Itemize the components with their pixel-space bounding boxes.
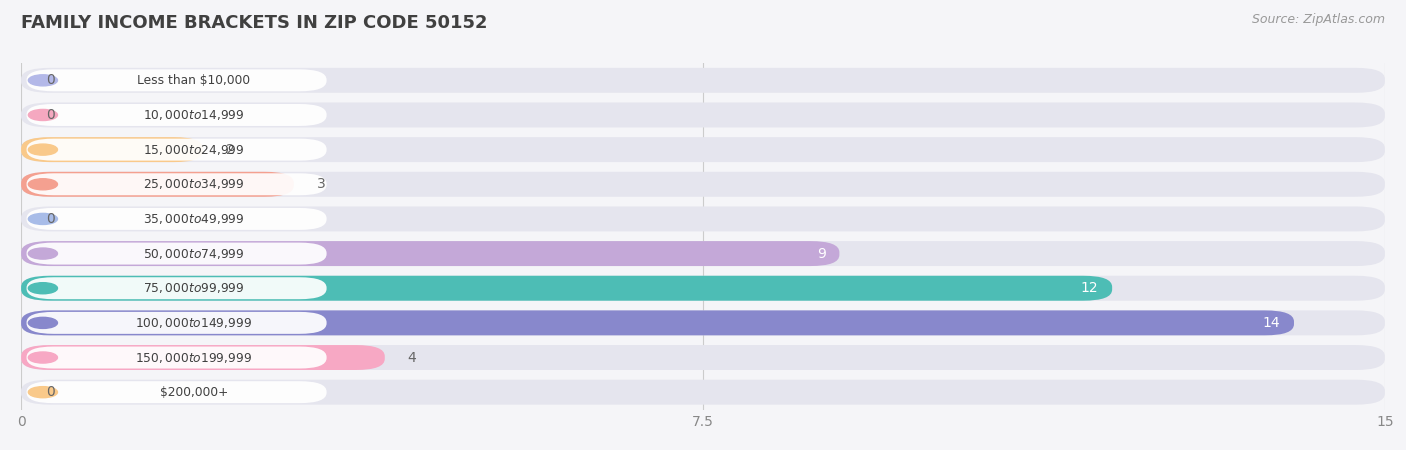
- Circle shape: [28, 283, 58, 294]
- FancyBboxPatch shape: [21, 172, 1385, 197]
- FancyBboxPatch shape: [21, 241, 839, 266]
- Text: 4: 4: [408, 351, 416, 364]
- Text: FAMILY INCOME BRACKETS IN ZIP CODE 50152: FAMILY INCOME BRACKETS IN ZIP CODE 50152: [21, 14, 488, 32]
- Text: Source: ZipAtlas.com: Source: ZipAtlas.com: [1251, 14, 1385, 27]
- FancyBboxPatch shape: [21, 137, 1385, 162]
- Text: 0: 0: [46, 385, 55, 399]
- Circle shape: [28, 109, 58, 121]
- Text: $50,000 to $74,999: $50,000 to $74,999: [143, 247, 245, 261]
- Text: Less than $10,000: Less than $10,000: [138, 74, 250, 87]
- Text: 12: 12: [1081, 281, 1098, 295]
- FancyBboxPatch shape: [27, 208, 326, 230]
- FancyBboxPatch shape: [21, 172, 294, 197]
- Text: $150,000 to $199,999: $150,000 to $199,999: [135, 351, 253, 364]
- Circle shape: [28, 75, 58, 86]
- FancyBboxPatch shape: [21, 207, 1385, 231]
- Text: 0: 0: [46, 212, 55, 226]
- Text: $75,000 to $99,999: $75,000 to $99,999: [143, 281, 245, 295]
- Text: 0: 0: [46, 73, 55, 87]
- FancyBboxPatch shape: [27, 243, 326, 265]
- FancyBboxPatch shape: [21, 241, 1385, 266]
- Text: 14: 14: [1263, 316, 1281, 330]
- Text: 3: 3: [316, 177, 325, 191]
- Text: $100,000 to $149,999: $100,000 to $149,999: [135, 316, 253, 330]
- Text: $35,000 to $49,999: $35,000 to $49,999: [143, 212, 245, 226]
- FancyBboxPatch shape: [21, 310, 1294, 335]
- Circle shape: [28, 387, 58, 398]
- Text: 9: 9: [817, 247, 825, 261]
- Circle shape: [28, 144, 58, 155]
- FancyBboxPatch shape: [21, 103, 1385, 127]
- FancyBboxPatch shape: [27, 312, 326, 334]
- FancyBboxPatch shape: [27, 346, 326, 369]
- Circle shape: [28, 248, 58, 259]
- Circle shape: [28, 317, 58, 328]
- Text: $200,000+: $200,000+: [160, 386, 228, 399]
- FancyBboxPatch shape: [21, 345, 385, 370]
- FancyBboxPatch shape: [27, 173, 326, 195]
- Circle shape: [28, 213, 58, 225]
- FancyBboxPatch shape: [21, 276, 1385, 301]
- Circle shape: [28, 179, 58, 190]
- FancyBboxPatch shape: [21, 380, 1385, 405]
- FancyBboxPatch shape: [27, 139, 326, 161]
- FancyBboxPatch shape: [27, 104, 326, 126]
- FancyBboxPatch shape: [21, 276, 1112, 301]
- Text: $15,000 to $24,999: $15,000 to $24,999: [143, 143, 245, 157]
- Text: 2: 2: [225, 143, 235, 157]
- FancyBboxPatch shape: [21, 68, 1385, 93]
- FancyBboxPatch shape: [27, 277, 326, 299]
- Text: 0: 0: [46, 108, 55, 122]
- FancyBboxPatch shape: [27, 69, 326, 91]
- Circle shape: [28, 352, 58, 363]
- Text: $25,000 to $34,999: $25,000 to $34,999: [143, 177, 245, 191]
- FancyBboxPatch shape: [27, 381, 326, 403]
- FancyBboxPatch shape: [21, 310, 1385, 335]
- FancyBboxPatch shape: [21, 345, 1385, 370]
- FancyBboxPatch shape: [21, 137, 202, 162]
- Text: $10,000 to $14,999: $10,000 to $14,999: [143, 108, 245, 122]
